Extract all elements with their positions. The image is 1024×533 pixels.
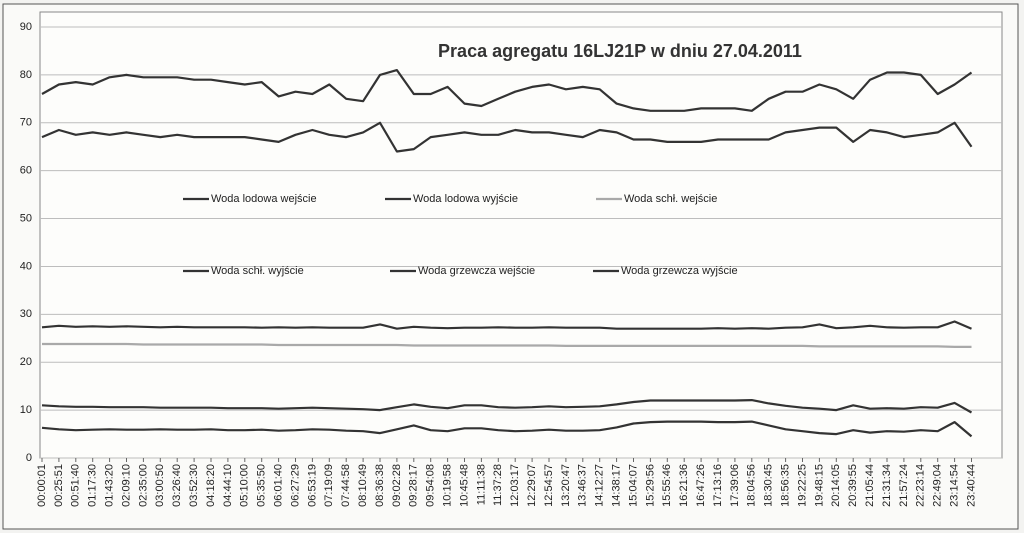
x-tick-label: 07:19:09 bbox=[323, 464, 335, 507]
x-tick-label: 14:12:27 bbox=[594, 464, 606, 507]
x-tick-label: 15:55:46 bbox=[661, 464, 673, 507]
x-tick-label: 10:19:58 bbox=[442, 464, 454, 507]
x-tick-label: 12:54:57 bbox=[543, 464, 555, 507]
x-tick-label: 12:03:17 bbox=[509, 464, 521, 507]
x-tick-label: 14:38:17 bbox=[611, 464, 623, 507]
x-tick-label: 21:57:24 bbox=[898, 464, 910, 507]
x-tick-label: 10:45:48 bbox=[458, 464, 470, 507]
x-tick-label: 19:48:15 bbox=[813, 464, 825, 507]
x-tick-label: 06:27:29 bbox=[289, 464, 301, 507]
x-tick-label: 09:54:08 bbox=[425, 464, 437, 507]
x-tick-label: 09:28:17 bbox=[408, 464, 420, 507]
x-tick-label: 03:52:30 bbox=[188, 464, 200, 507]
x-tick-label: 18:56:35 bbox=[780, 464, 792, 507]
legend-label: Woda lodowa wyjście bbox=[413, 193, 518, 205]
x-tick-label: 17:13:16 bbox=[712, 464, 724, 507]
x-tick-label: 20:39:55 bbox=[847, 464, 859, 507]
series-line bbox=[41, 121, 973, 153]
legend-label: Woda schł. wyjście bbox=[211, 265, 304, 277]
x-tick-label: 00:00:01 bbox=[36, 464, 48, 507]
x-tick-label: 01:43:20 bbox=[104, 464, 116, 507]
x-tick-label: 03:26:40 bbox=[171, 464, 183, 507]
x-tick-label: 00:51:40 bbox=[70, 464, 82, 507]
x-tick-label: 04:18:20 bbox=[205, 464, 217, 507]
y-tick-label: 30 bbox=[20, 308, 32, 320]
y-tick-label: 80 bbox=[20, 69, 32, 81]
x-tick-label: 02:35:00 bbox=[137, 464, 149, 507]
x-tick-label: 22:49:04 bbox=[932, 464, 944, 507]
legend-label: Woda grzewcza wyjście bbox=[621, 265, 738, 277]
x-tick-label: 15:04:07 bbox=[627, 464, 639, 507]
y-tick-label: 70 bbox=[20, 117, 32, 129]
x-tick-label: 13:46:37 bbox=[577, 464, 589, 507]
x-tick-label: 07:44:58 bbox=[340, 464, 352, 507]
x-tick-label: 23:14:54 bbox=[949, 464, 961, 507]
x-tick-label: 22:23:14 bbox=[915, 464, 927, 507]
x-tick-label: 09:02:28 bbox=[391, 464, 403, 507]
x-tick-label: 05:10:00 bbox=[239, 464, 251, 507]
plot-area bbox=[39, 11, 1003, 459]
y-tick-label: 60 bbox=[20, 165, 32, 177]
x-tick-label: 19:22:25 bbox=[796, 464, 808, 507]
y-tick-label: 50 bbox=[20, 212, 32, 224]
x-tick-label: 18:04:56 bbox=[746, 464, 758, 507]
x-tick-label: 04:44:10 bbox=[222, 464, 234, 507]
x-tick-label: 20:14:05 bbox=[830, 464, 842, 507]
y-tick-label: 90 bbox=[20, 21, 32, 33]
chart-title: Praca agregatu 16LJ21P w dniu 27.04.2011 bbox=[438, 41, 802, 61]
x-tick-label: 11:11:38 bbox=[475, 464, 487, 505]
x-tick-label: 21:05:44 bbox=[864, 464, 876, 507]
x-tick-label: 08:36:38 bbox=[374, 464, 386, 507]
series-line bbox=[41, 399, 973, 414]
legend-label: Woda grzewcza wejście bbox=[418, 265, 535, 277]
y-tick-label: 0 bbox=[26, 452, 32, 464]
series-line bbox=[41, 320, 972, 330]
x-tick-label: 16:47:26 bbox=[695, 464, 707, 507]
x-tick-label: 11:37:28 bbox=[492, 464, 504, 506]
x-tick-label: 16:21:36 bbox=[678, 464, 690, 507]
x-tick-label: 18:30:45 bbox=[763, 464, 775, 507]
y-tick-label: 40 bbox=[20, 260, 32, 272]
x-tick-label: 06:01:40 bbox=[273, 464, 285, 507]
x-tick-label: 00:25:51 bbox=[53, 464, 65, 507]
series-line bbox=[41, 420, 973, 438]
x-tick-label: 05:35:50 bbox=[256, 464, 268, 507]
x-tick-label: 21:31:34 bbox=[881, 464, 893, 507]
series-line bbox=[41, 69, 973, 112]
x-tick-label: 03:00:50 bbox=[154, 464, 166, 507]
legend-label: Woda schł. wejście bbox=[624, 193, 717, 205]
x-tick-label: 23:40:44 bbox=[965, 464, 977, 507]
x-tick-label: 08:10:49 bbox=[357, 464, 369, 507]
x-tick-label: 12:29:07 bbox=[526, 464, 538, 507]
x-tick-label: 02:09:10 bbox=[120, 464, 132, 507]
x-tick-label: 06:53:19 bbox=[306, 464, 318, 507]
x-tick-label: 13:20:47 bbox=[560, 464, 572, 507]
x-tick-label: 01:17:30 bbox=[87, 464, 99, 507]
legend-label: Woda lodowa wejście bbox=[211, 193, 317, 205]
x-tick-label: 15:29:56 bbox=[644, 464, 656, 507]
y-tick-label: 10 bbox=[20, 404, 32, 416]
x-tick-label: 17:39:06 bbox=[729, 464, 741, 507]
y-tick-label: 20 bbox=[20, 356, 32, 368]
series-line bbox=[42, 342, 972, 348]
